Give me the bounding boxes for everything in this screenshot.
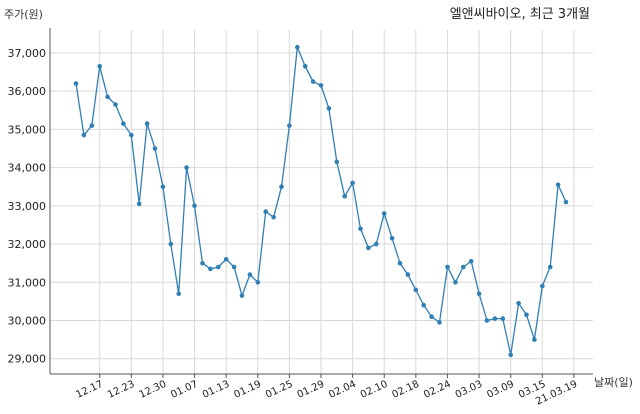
- data-point: [461, 264, 466, 270]
- data-point: [263, 209, 269, 214]
- y-tick-labels: 29,000 30,000 31,000 32,000 33,000 34,000 35,0…: [8, 47, 47, 366]
- x-tick-label: 03.03: [454, 379, 485, 401]
- y-tick-label: 32,000: [8, 238, 47, 251]
- x-tick-label: 01.29: [296, 379, 327, 401]
- data-point: [445, 264, 450, 270]
- y-tick-label: 30,000: [8, 314, 47, 327]
- data-point: [302, 64, 308, 69]
- data-point: [476, 291, 482, 297]
- data-point: [318, 83, 324, 88]
- data-point: [540, 283, 545, 289]
- x-tick-label: 12.17: [74, 379, 105, 401]
- data-point: [429, 314, 434, 320]
- data-point: [176, 291, 181, 297]
- data-point: [136, 201, 142, 207]
- data-point: [563, 199, 569, 205]
- data-point: [342, 194, 348, 199]
- chart-title: 엘앤씨바이오, 최근 3개월: [450, 7, 590, 22]
- data-point: [129, 132, 134, 138]
- x-tick-label: 01.19: [232, 379, 263, 401]
- data-point: [326, 106, 332, 111]
- y-tick-label: 31,000: [8, 276, 47, 289]
- data-point: [152, 146, 158, 151]
- data-point: [350, 180, 355, 186]
- data-point: [287, 123, 292, 128]
- data-point: [81, 132, 87, 138]
- data-point: [97, 64, 102, 69]
- data-point: [239, 293, 245, 298]
- data-point: [532, 337, 537, 342]
- data-point: [295, 44, 300, 50]
- data-point: [547, 264, 553, 270]
- data-point: [223, 257, 229, 262]
- data-point: [192, 203, 197, 209]
- x-tick-label: 02.24: [422, 379, 453, 401]
- y-tick-label: 36,000: [8, 85, 47, 98]
- y-tick-label: 33,000: [8, 200, 47, 213]
- data-point: [200, 260, 205, 266]
- data-point: [437, 320, 442, 325]
- data-point: [310, 79, 316, 84]
- data-point: [168, 241, 174, 247]
- data-point: [160, 184, 166, 189]
- x-tick-label: 12.23: [106, 379, 137, 401]
- data-point: [555, 182, 561, 188]
- data-point: [279, 184, 284, 189]
- x-tick-label: 12.30: [138, 379, 169, 401]
- data-point: [484, 318, 490, 323]
- y-tick-label: 37,000: [8, 47, 47, 60]
- data-point: [413, 287, 419, 293]
- x-tick-labels: 12.17 12.23 12.30 01.07 01.13 01.19 01.25 01.29…: [74, 379, 579, 408]
- data-point: [453, 280, 458, 285]
- x-tick-label: 03.09: [485, 379, 516, 401]
- x-tick-label: 02.04: [327, 379, 358, 401]
- data-point: [397, 260, 403, 266]
- data-point: [144, 121, 150, 126]
- data-point: [500, 316, 506, 321]
- x-tick-label: 02.18: [391, 379, 422, 401]
- y-tick-label: 34,000: [8, 162, 47, 175]
- data-point: [271, 215, 276, 220]
- data-point: [231, 264, 237, 270]
- data-point: [89, 123, 95, 128]
- data-point: [121, 121, 126, 126]
- grid: [50, 30, 593, 374]
- data-point: [421, 302, 427, 308]
- x-tick-label: 01.25: [264, 379, 295, 401]
- data-point: [508, 352, 513, 358]
- data-point: [216, 264, 221, 270]
- data-point: [492, 316, 498, 321]
- data-point: [113, 102, 118, 107]
- data-point: [255, 280, 261, 285]
- x-tick-label: 02.10: [359, 379, 390, 401]
- axes: [49, 28, 593, 378]
- data-points: [73, 44, 569, 358]
- data-point: [524, 312, 529, 318]
- data-point: [334, 159, 340, 165]
- x-tick-label: 01.13: [201, 379, 232, 401]
- data-point: [468, 258, 474, 264]
- data-point: [184, 165, 189, 170]
- y-tick-label: 35,000: [8, 123, 47, 136]
- data-point: [366, 245, 371, 251]
- data-point: [405, 272, 411, 277]
- data-point: [374, 241, 379, 247]
- data-point: [381, 211, 387, 216]
- data-point: [358, 226, 363, 232]
- data-point: [105, 94, 110, 100]
- data-point: [73, 81, 79, 86]
- y-axis-label: 주가(원): [4, 8, 43, 21]
- data-point: [208, 266, 213, 272]
- y-tick-label: 29,000: [8, 353, 47, 366]
- x-tick-label: 01.07: [169, 379, 200, 401]
- x-axis-label: 날짜(일): [594, 375, 633, 389]
- data-point: [516, 301, 521, 306]
- data-point: [247, 272, 253, 277]
- data-point: [389, 236, 395, 241]
